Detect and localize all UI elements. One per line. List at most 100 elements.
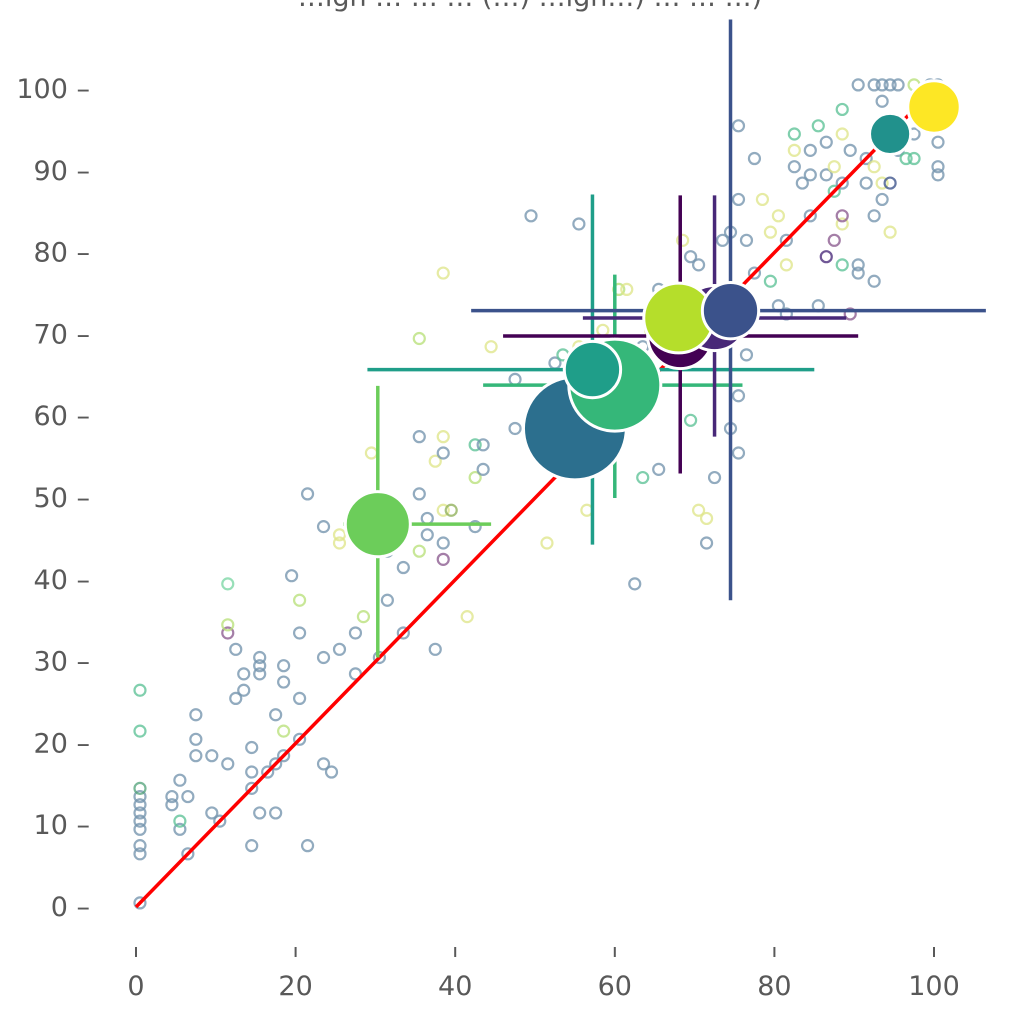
data-point [348, 667, 363, 681]
data-point [444, 503, 458, 517]
y-tick-label: 50 – [34, 483, 90, 514]
data-point [173, 773, 187, 787]
data-point [787, 127, 801, 141]
data-point [747, 266, 762, 280]
data-point [269, 708, 283, 722]
data-point [931, 168, 945, 182]
y-tick-label: 70 – [34, 319, 90, 350]
data-point [859, 151, 873, 166]
data-point [851, 266, 865, 280]
data-point [412, 487, 426, 501]
data-point [133, 798, 147, 812]
data-point [779, 258, 793, 272]
data-point [316, 650, 331, 665]
data-point [133, 806, 147, 820]
data-point [684, 250, 698, 264]
y-tick-label: 20 – [34, 728, 90, 759]
data-point [245, 740, 259, 755]
data-point [819, 168, 833, 182]
x-tick-label: 80 [757, 971, 791, 1002]
data-point [133, 814, 147, 828]
data-point [891, 78, 905, 92]
data-point [380, 593, 394, 607]
data-point [436, 536, 450, 550]
data-point [739, 348, 754, 362]
data-point [747, 151, 762, 166]
data-point [205, 806, 219, 820]
data-point [476, 462, 490, 476]
data-point [835, 127, 849, 141]
data-point [181, 847, 195, 861]
data-point [811, 119, 825, 133]
data-point [875, 176, 889, 190]
data-point [245, 839, 259, 853]
data-point [835, 217, 849, 231]
data-point [189, 732, 203, 746]
data-point [899, 151, 913, 166]
data-point [332, 642, 347, 656]
data-point [731, 192, 746, 207]
x-tick-label: 100 [908, 971, 960, 1002]
y-tick-label: 60 – [34, 401, 90, 432]
reference-line-group [134, 87, 936, 909]
data-point [931, 135, 945, 149]
data-point [508, 421, 522, 436]
data-point [412, 430, 426, 444]
data-point [652, 462, 666, 476]
data-point [875, 192, 889, 207]
data-point [883, 176, 897, 190]
aggregate-marker [700, 281, 761, 341]
data-point [396, 626, 410, 640]
data-point [540, 536, 554, 550]
aggregate-marker [868, 111, 913, 157]
data-point [484, 340, 498, 354]
data-point [835, 102, 849, 117]
y-tick-label: 100 – [16, 74, 90, 105]
data-point [277, 749, 291, 763]
x-tick-label: 40 [438, 971, 472, 1002]
data-point [316, 520, 331, 534]
data-point [731, 389, 746, 403]
data-point [332, 536, 347, 550]
data-point [803, 209, 817, 223]
data-point [277, 659, 291, 673]
data-point [420, 511, 434, 526]
data-point [755, 192, 770, 207]
data-point [803, 168, 817, 182]
data-point [699, 536, 714, 550]
data-point [699, 511, 714, 526]
data-point [261, 765, 275, 779]
y-tick-label: 40 – [34, 565, 90, 596]
data-point [787, 160, 801, 174]
data-point [181, 789, 195, 804]
data-point [819, 250, 833, 264]
data-point [165, 798, 179, 812]
data-point [221, 577, 235, 591]
data-point [356, 610, 371, 624]
y-tick-label: 30 – [34, 647, 90, 678]
data-point [691, 503, 706, 517]
data-point [843, 307, 857, 321]
data-point [572, 217, 586, 231]
data-point [229, 691, 243, 706]
data-point [476, 438, 490, 452]
data-point [867, 209, 881, 223]
data-point [827, 233, 841, 247]
data-point [428, 642, 442, 656]
x-tick-label: 60 [598, 971, 632, 1002]
data-point [165, 789, 179, 804]
data-point [867, 274, 881, 288]
data-point [253, 650, 267, 665]
data-point [277, 675, 291, 689]
data-point [245, 765, 259, 779]
data-point [133, 896, 147, 910]
data-point [348, 626, 363, 640]
data-point [907, 151, 921, 166]
data-point [133, 781, 147, 795]
data-point [875, 78, 889, 92]
data-point [676, 233, 690, 247]
data-point [285, 569, 299, 583]
y-tick-label: 80 – [34, 238, 90, 269]
y-tick-label: 90 – [34, 156, 90, 187]
data-point [364, 446, 379, 460]
